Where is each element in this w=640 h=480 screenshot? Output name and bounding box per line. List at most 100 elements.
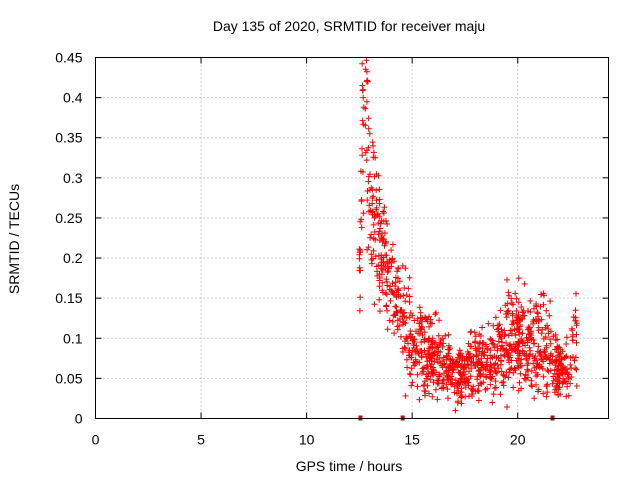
data-point (362, 105, 369, 112)
data-point (365, 173, 372, 180)
data-point (461, 378, 468, 385)
data-point (503, 340, 510, 346)
data-point (461, 374, 468, 381)
data-point (375, 220, 382, 227)
data-point (429, 344, 436, 351)
data-point (499, 339, 505, 346)
data-point (445, 331, 452, 338)
data-point (362, 66, 369, 73)
data-point (419, 365, 426, 372)
grid-layer (95, 57, 609, 419)
data-point (383, 252, 390, 259)
data-point (453, 390, 460, 397)
data-point (568, 374, 575, 380)
data-point (474, 362, 481, 369)
data-point (378, 271, 385, 278)
data-point (475, 367, 482, 374)
data-point (490, 391, 497, 398)
data-point (410, 342, 417, 348)
data-point (504, 276, 510, 283)
y-tick-label: 0.25 (55, 210, 82, 226)
data-point (552, 362, 559, 369)
x-tick-label: 0 (92, 432, 100, 448)
data-point (573, 322, 580, 329)
data-point (410, 359, 417, 366)
data-point (380, 210, 387, 216)
data-point (406, 370, 413, 377)
data-point (375, 231, 382, 238)
data-point (376, 283, 383, 290)
data-point (491, 385, 498, 392)
data-point (421, 329, 428, 336)
data-point (359, 117, 366, 124)
data-point (414, 383, 421, 390)
data-point (376, 196, 383, 203)
data-point (480, 379, 487, 386)
data-point (505, 292, 512, 299)
data-point (405, 285, 412, 292)
data-point (370, 149, 377, 156)
data-point (388, 263, 395, 270)
data-point (479, 324, 486, 331)
data-point (556, 353, 563, 360)
data-point (409, 347, 416, 354)
data-point (529, 383, 536, 390)
data-point (428, 352, 435, 359)
data-point (375, 252, 382, 259)
data-point (407, 371, 414, 378)
data-point (414, 371, 421, 378)
data-point (473, 352, 480, 358)
data-point (362, 122, 369, 129)
data-point (458, 389, 465, 396)
data-point (367, 187, 373, 193)
data-point (416, 304, 423, 311)
data-point (421, 347, 428, 354)
data-point (384, 269, 391, 276)
data-point (414, 346, 421, 353)
data-point (382, 290, 389, 297)
data-point (423, 375, 430, 382)
data-point (562, 354, 569, 361)
data-point (515, 275, 522, 282)
data-point (365, 144, 372, 151)
x-tick-label: 10 (299, 432, 315, 448)
data-point (360, 94, 367, 101)
data-point (371, 301, 378, 308)
data-point (437, 360, 444, 367)
data-point (501, 332, 508, 339)
data-point (536, 364, 543, 371)
data-point (563, 393, 570, 400)
data-point (567, 361, 574, 368)
data-point (540, 373, 547, 380)
data-point (543, 383, 550, 390)
data-point (544, 322, 551, 329)
data-point (426, 323, 432, 330)
data-point (398, 333, 404, 340)
data-point (508, 330, 515, 337)
data-point (421, 387, 428, 394)
data-point (516, 379, 523, 386)
data-point (486, 369, 493, 376)
data-point (359, 145, 365, 152)
data-point (394, 268, 401, 275)
data-point (492, 314, 499, 321)
data-point (507, 327, 514, 334)
data-point (510, 384, 517, 391)
data-point (443, 356, 450, 363)
data-point (484, 363, 491, 370)
data-point (356, 246, 363, 253)
data-point (569, 327, 576, 334)
data-point (452, 363, 459, 370)
data-point (515, 299, 522, 306)
data-point (367, 234, 374, 241)
data-point (476, 340, 483, 347)
data-point (558, 370, 565, 377)
data-point (563, 353, 570, 360)
y-tick-label: 0.2 (63, 250, 83, 266)
data-point (553, 357, 560, 364)
data-point (414, 315, 421, 322)
data-point (543, 355, 550, 362)
data-point (416, 396, 423, 403)
data-point (493, 384, 499, 391)
data-point (375, 172, 382, 179)
